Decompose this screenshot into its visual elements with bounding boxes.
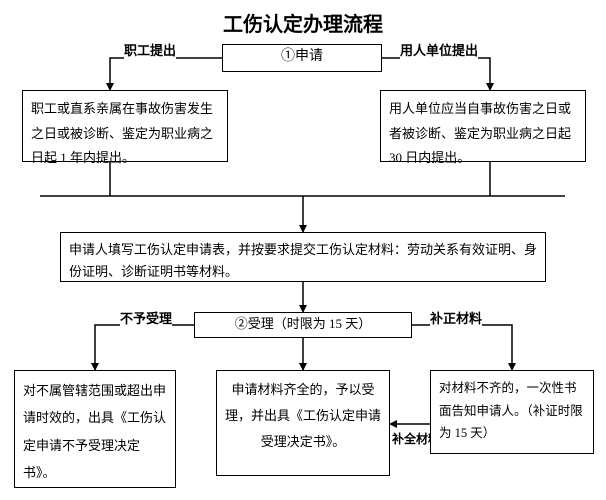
page-title: 工伤认定办理流程 — [0, 8, 606, 37]
label-not-accept: 不予受理 — [120, 308, 172, 327]
node-accept: ②受理（时限为 15 天） — [194, 312, 412, 338]
node-apply: ①申请 — [222, 44, 382, 72]
label-employer-submit: 用人单位提出 — [400, 40, 478, 59]
node-employer: 用人单位应当自事故伤害之日或者被诊断、鉴定为职业病之日起 30 日内提出。 — [380, 90, 586, 162]
node-fill-form: 申请人填写工伤认定申请表，并按要求提交工伤认定材料：劳动关系有效证明、身份证明、… — [60, 232, 546, 282]
node-incomplete: 对材料不齐的，一次性书面告知申请人。（补证时限为 15 天） — [430, 370, 594, 454]
node-reject: 对不属管辖范围或超出申请时效的，出具《工伤认定申请不予受理决定书》。 — [14, 370, 176, 488]
label-supplement: 补正材料 — [430, 308, 482, 327]
label-employee-submit: 职工提出 — [124, 40, 176, 59]
node-complete: 申请材料齐全的，予以受理，并出具《工伤认定申请受理决定书》。 — [216, 370, 390, 476]
node-employee: 职工或直系亲属在事故伤害发生之日或被诊断、鉴定为职业病之日起 1 年内提出。 — [22, 90, 228, 162]
